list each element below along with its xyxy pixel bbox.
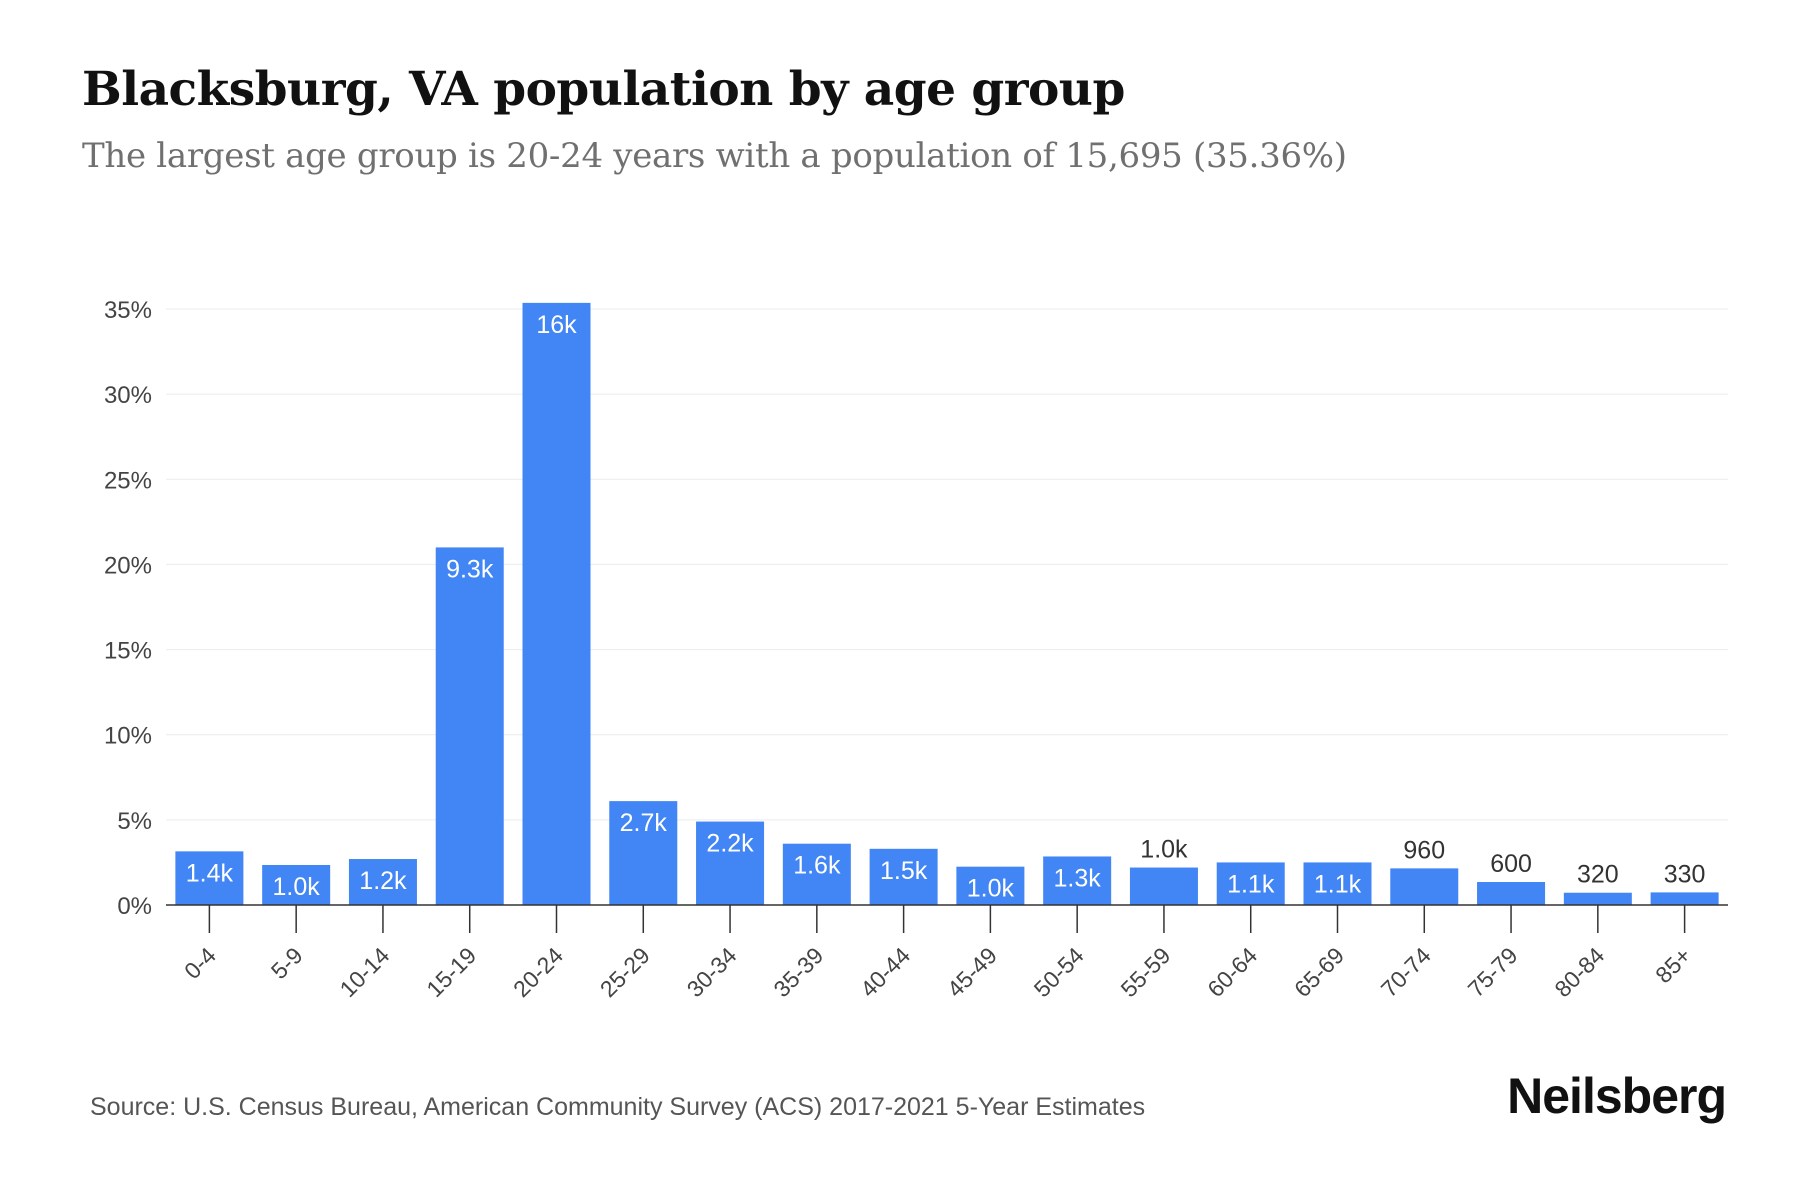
bar-chart: 0%5%10%15%20%25%30%35% 1.4k 1.0k 1.2k9.3k1…	[104, 297, 1728, 1002]
y-tick-label: 25%	[104, 467, 152, 494]
bar-value-label: 1.0k	[273, 873, 321, 901]
bar	[696, 821, 765, 905]
x-tick-label: 55-59	[1115, 942, 1175, 1002]
bar	[175, 851, 244, 905]
bar	[1390, 868, 1459, 905]
bar	[522, 302, 591, 905]
chart-title: Blacksburg, VA population by age group	[82, 62, 1125, 117]
bar	[1563, 892, 1632, 905]
bar	[1216, 862, 1285, 905]
bar-value-label: 16k	[536, 311, 577, 339]
x-tick-label: 85+	[1650, 942, 1696, 988]
bar	[956, 866, 1025, 905]
x-tick-label: 40-44	[855, 942, 915, 1002]
x-tick-label: 45-49	[942, 942, 1002, 1002]
bar-value-label: 960	[1403, 836, 1445, 864]
bar	[262, 864, 331, 905]
bar	[609, 801, 678, 905]
bar	[1043, 856, 1112, 905]
x-tick-label: 70-74	[1376, 942, 1436, 1002]
gridlines	[166, 308, 1728, 821]
x-axis: 0-4 5-9 10-14 15-19 20-24 25-29 30-34 35-39 40-4…	[166, 904, 1728, 1002]
y-tick-label: 0%	[117, 893, 152, 920]
y-axis-ticks: 0% 5% 10% 15% 20% 25% 30% 35%	[104, 297, 152, 920]
x-tick-label: 65-69	[1289, 942, 1349, 1002]
bar-value-label: 9.3k	[446, 555, 494, 583]
y-tick-label: 10%	[104, 723, 152, 750]
bar-value-label: 1.0k	[1140, 836, 1188, 864]
bar-value-label: 1.5k	[880, 857, 928, 885]
y-tick-label: 15%	[104, 638, 152, 665]
bar-value-label: 1.4k	[186, 859, 234, 887]
chart-subtitle: The largest age group is 20-24 years wit…	[82, 136, 1347, 176]
x-tick-label: 50-54	[1029, 942, 1089, 1002]
y-tick-label: 5%	[117, 808, 152, 835]
bar	[1303, 862, 1372, 905]
bar-value-label: 600	[1490, 850, 1532, 878]
bar	[1129, 867, 1198, 905]
brand-logo: Neilsberg	[1507, 1068, 1727, 1124]
x-tick-label: 60-64	[1202, 942, 1262, 1002]
bar-value-label: 2.7k	[620, 809, 668, 837]
y-tick-label: 35%	[104, 297, 152, 324]
bar	[869, 848, 938, 905]
x-tick-label: 10-14	[334, 942, 394, 1002]
x-tick-label: 0-4	[179, 942, 221, 984]
bar-value-label: 1.0k	[967, 875, 1015, 903]
x-tick-label: 80-84	[1549, 942, 1609, 1002]
bar-value-label: 2.2k	[706, 830, 754, 858]
bars	[175, 302, 1719, 905]
bar-value-label: 1.1k	[1227, 870, 1275, 898]
x-tick-label: 15-19	[421, 942, 481, 1002]
bar-value-label: 1.2k	[359, 867, 407, 895]
bar-value-label: 1.3k	[1054, 864, 1102, 892]
bar	[782, 843, 851, 905]
bar-value-label: 330	[1664, 860, 1706, 888]
x-tick-label: 5-9	[266, 942, 308, 984]
bar-value-label: 1.1k	[1314, 870, 1362, 898]
x-tick-label: 30-34	[682, 942, 742, 1002]
bar	[1477, 882, 1546, 905]
bar	[435, 547, 504, 905]
bar-value-label: 320	[1577, 861, 1619, 889]
x-tick-label: 75-79	[1463, 942, 1523, 1002]
x-tick-label: 35-39	[768, 942, 828, 1002]
bar	[348, 859, 417, 905]
bar	[1650, 892, 1719, 905]
data-labels: 1.4k 1.0k 1.2k 9.3k 16k 2.7k 2.2k 1.6k 1.5k 1.0k 1…	[186, 311, 1706, 903]
x-tick-label: 25-29	[595, 942, 655, 1002]
y-tick-label: 20%	[104, 552, 152, 579]
source-note: Source: U.S. Census Bureau, American Com…	[90, 1093, 1146, 1121]
bar-value-label: 1.6k	[793, 852, 841, 880]
x-tick-label: 20-24	[508, 942, 568, 1002]
y-tick-label: 30%	[104, 382, 152, 409]
